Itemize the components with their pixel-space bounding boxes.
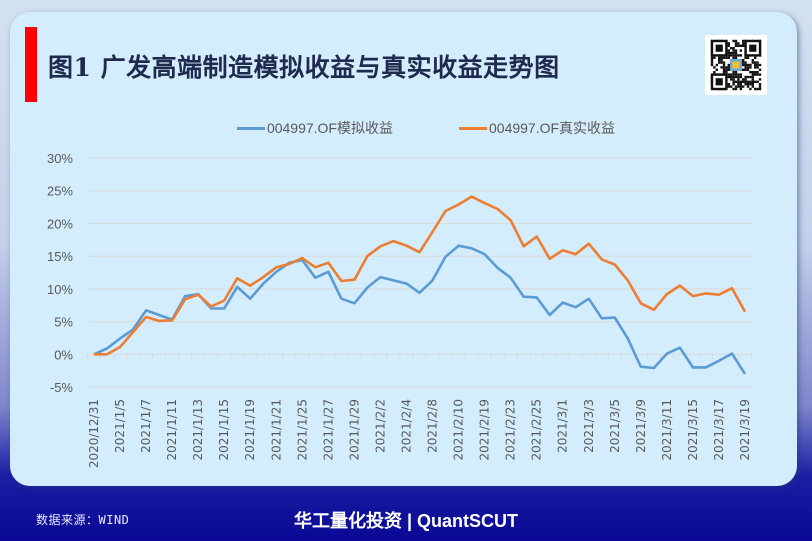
x-tick-label: 2021/1/29 [347,399,361,461]
x-tick-label: 2021/1/27 [321,399,335,461]
y-tick-label: 5% [54,315,73,330]
legend-swatch-simulated [236,126,265,130]
y-tick-label: 25% [47,184,73,199]
x-tick-label: 2021/1/25 [295,399,309,461]
legend-swatch-real [459,126,487,130]
x-tick-label: 2021/1/19 [243,399,257,461]
x-tick-label: 2021/3/15 [686,399,700,461]
x-tick-label: 2021/2/10 [452,399,466,461]
x-tick-label: 2021/1/5 [113,399,127,453]
x-tick-label: 2021/3/3 [582,399,596,453]
x-tick-label: 2021/1/11 [165,399,179,461]
x-tick-label: 2021/2/23 [504,399,518,461]
chart-legend: 004997.OF模拟收益 004997.OF真实收益 [0,118,812,138]
y-tick-label: 30% [47,151,73,166]
x-tick-label: 2021/2/19 [478,399,492,461]
chart-card [10,12,797,486]
legend-item-simulated: 004997.OF模拟收益 [236,118,393,138]
y-tick-label: 0% [54,347,73,362]
series-line-real [94,195,747,356]
x-tick-label: 2021/2/2 [373,399,387,453]
x-tick-label: 2021/3/1 [556,399,570,453]
qr-code [705,35,767,95]
legend-label-simulated: 004997.OF模拟收益 [266,120,393,136]
y-tick-label: 10% [47,282,73,297]
x-tick-label: 2020/12/31 [87,399,101,468]
x-tick-label: 2021/1/15 [217,399,231,461]
x-tick-label: 2021/2/25 [530,399,544,461]
x-tick-label: 2021/2/8 [426,399,440,453]
brand-label: 华工量化投资 | QuantSCUT [293,511,519,531]
x-tick-label: 2021/1/13 [191,399,205,461]
x-tick-label: 2021/1/7 [139,399,153,453]
x-tick-label: 2021/2/4 [399,399,413,453]
x-tick-label: 2021/3/17 [712,399,726,461]
legend-item-real: 004997.OF真实收益 [459,118,615,138]
x-tick-label: 2021/3/9 [634,399,648,453]
x-tick-label: 2021/3/5 [608,399,622,453]
y-tick-label: -5% [50,380,74,395]
y-tick-label: 15% [47,249,73,264]
data-source: 数据来源：WIND [36,513,130,527]
x-tick-label: 2021/1/21 [269,399,283,461]
legend-label-real: 004997.OF真实收益 [489,120,616,136]
title-accent-bar [25,27,37,102]
line-chart: -5% 0% 5% 10% 15% 20% 25% 30% 2020/12/31 2021/1/5… [47,151,753,468]
x-tick-label: 2021/3/19 [738,399,752,461]
page-title: 图1 广发高端制造模拟收益与真实收益走势图 [48,53,560,82]
x-tick-label: 2021/3/11 [660,399,674,461]
y-tick-label: 20% [47,216,73,231]
